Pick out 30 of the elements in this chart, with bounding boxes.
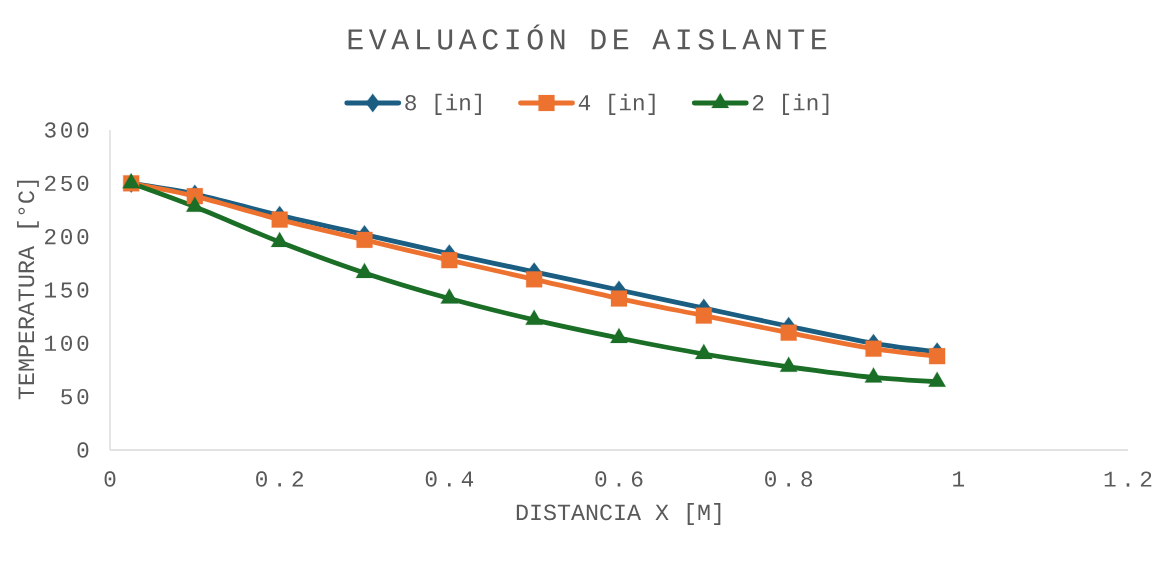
point xyxy=(526,271,543,288)
chart-title: EVALUACIÓN DE AISLANTE xyxy=(348,24,827,50)
y-tick-label: 50 xyxy=(61,388,89,405)
legend-label: 8 [in] xyxy=(405,93,481,115)
x-axis-title: DISTANCIA X [M] xyxy=(516,503,721,525)
point xyxy=(695,307,712,324)
legend-label: 4 [in] xyxy=(578,93,655,115)
point xyxy=(356,231,373,248)
point xyxy=(780,324,797,341)
y-tick-label: 200 xyxy=(45,228,89,245)
legend-label: 2 [in] xyxy=(752,93,829,115)
point xyxy=(610,290,628,307)
x-tick-label: 0 . 8 xyxy=(765,471,813,487)
y-tick-label: 0 xyxy=(77,442,89,458)
point xyxy=(441,252,458,269)
x-tick-label: 0 . 4 xyxy=(425,471,474,487)
y-tick-label: 100 xyxy=(45,335,89,352)
x-tick-label: 1 . 2 xyxy=(1104,471,1152,487)
y-axis-title: TEMPERATURA [°C] xyxy=(17,180,39,400)
y-tick-label: 150 xyxy=(45,282,89,298)
x-tick-label: 0 xyxy=(104,471,116,487)
y-tick-label: 300 xyxy=(44,122,89,138)
x-tick-label: 0 . 2 xyxy=(256,471,303,487)
x-tick-label: 1 xyxy=(953,471,965,487)
y-tick-label: 250 xyxy=(45,175,89,192)
point xyxy=(271,211,288,228)
point xyxy=(864,367,883,383)
point xyxy=(929,348,946,365)
point xyxy=(865,340,882,357)
x-tick-label: 0 . 6 xyxy=(595,471,643,487)
